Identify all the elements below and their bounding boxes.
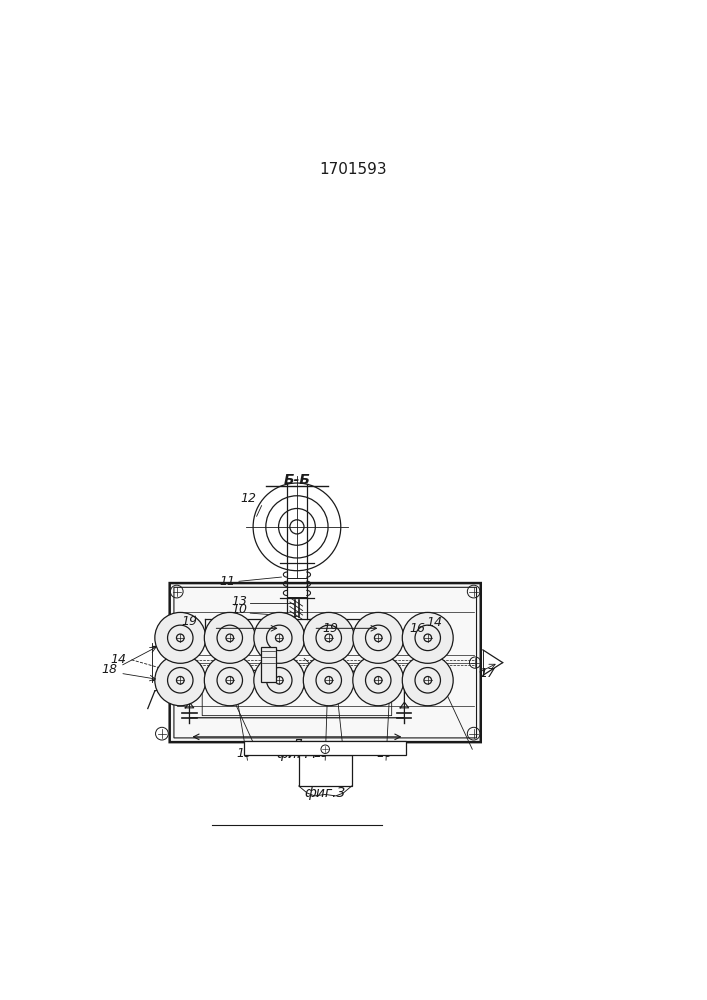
Circle shape <box>303 655 354 706</box>
Circle shape <box>204 655 255 706</box>
Text: 17: 17 <box>480 667 496 680</box>
Text: 13: 13 <box>231 595 247 608</box>
Circle shape <box>353 612 404 663</box>
Bar <box>298 755 351 786</box>
Circle shape <box>155 612 206 663</box>
Text: 19: 19 <box>236 747 252 760</box>
Text: Д: Д <box>291 737 303 751</box>
FancyBboxPatch shape <box>170 583 481 742</box>
Text: 1701593: 1701593 <box>320 162 387 177</box>
Bar <box>261 647 276 682</box>
Circle shape <box>402 612 453 663</box>
Text: 12: 12 <box>241 492 257 505</box>
Circle shape <box>254 612 305 663</box>
Text: 14: 14 <box>427 616 443 629</box>
Text: фиг.4: фиг.4 <box>276 747 317 761</box>
Text: 18: 18 <box>102 663 117 676</box>
Text: 10: 10 <box>231 603 247 616</box>
Text: 19: 19 <box>323 622 339 635</box>
Circle shape <box>353 655 404 706</box>
Circle shape <box>402 655 453 706</box>
Circle shape <box>155 655 206 706</box>
Text: фиг.3: фиг.3 <box>305 786 346 800</box>
Text: 14: 14 <box>111 653 127 666</box>
Text: 16: 16 <box>409 622 425 635</box>
Circle shape <box>303 612 354 663</box>
Circle shape <box>254 655 305 706</box>
Text: 11: 11 <box>220 575 235 588</box>
Text: Б-Б: Б-Б <box>284 473 310 487</box>
Bar <box>245 741 406 755</box>
Text: 16: 16 <box>376 747 392 760</box>
Circle shape <box>204 612 255 663</box>
Text: 19: 19 <box>314 747 329 760</box>
Text: 19: 19 <box>182 615 197 628</box>
